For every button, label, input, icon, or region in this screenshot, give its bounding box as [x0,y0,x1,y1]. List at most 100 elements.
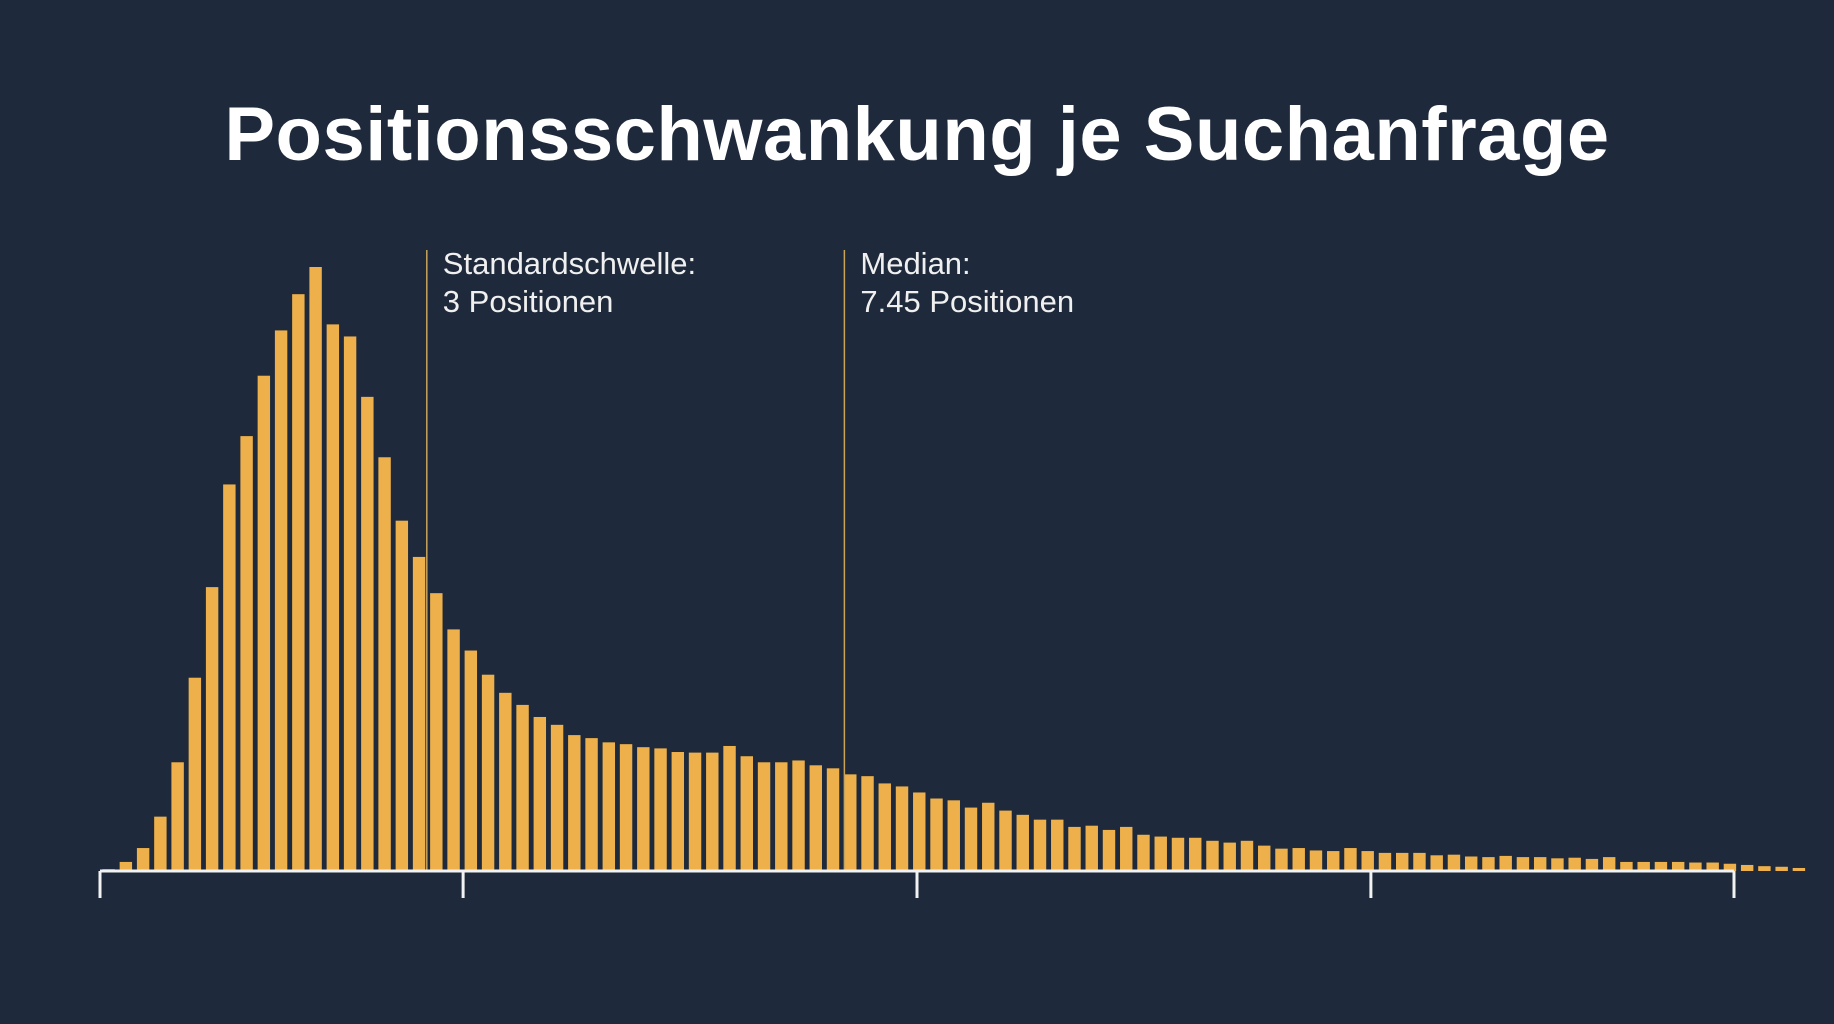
histogram-bar [706,752,719,871]
histogram-bar [1689,862,1702,871]
histogram-bar [223,484,236,871]
histogram-bar [568,735,581,871]
histogram-bar [861,776,874,871]
reference-line-group: Standardschwelle:3 Positionen Median:7.45… [426,246,1074,871]
histogram-bar [499,692,512,871]
histogram-bar [878,783,891,871]
reference-label-title: Median: [860,246,970,281]
histogram-bar [1430,855,1443,871]
histogram-bar [844,774,857,871]
histogram-bar [1033,819,1047,871]
histogram-bar [1240,840,1254,871]
histogram-bar [1292,848,1305,871]
histogram-bar [1516,857,1530,871]
histogram-bar [1309,850,1323,871]
histogram-bar [378,457,391,871]
histogram-bar [361,396,374,871]
histogram-bar [1413,852,1426,871]
histogram-bar [1258,845,1271,871]
bar-group [102,267,1806,872]
reference-label-value: 7.45 Positionen [860,284,1074,319]
histogram-bar [1723,863,1737,871]
histogram-bar [1464,856,1478,871]
histogram-bar [550,724,564,871]
histogram-bar [1499,855,1512,871]
histogram-bar [1085,825,1098,871]
histogram-bar [533,716,547,871]
histogram-bar [1206,840,1219,871]
histogram-bar [1602,857,1616,871]
histogram-bar [430,593,443,871]
histogram-bar [792,760,805,871]
histogram-bar [826,768,840,871]
histogram-bar [188,677,202,871]
histogram-bar [671,752,685,871]
histogram-bar [740,756,753,871]
histogram-bar [619,744,633,871]
histogram-bar [1671,861,1685,871]
histogram-bar [136,848,150,871]
histogram-bar [309,267,322,871]
histogram-bar [999,810,1012,871]
histogram-bar [171,762,184,871]
histogram-bar [292,294,305,871]
histogram-bar [119,861,133,871]
histogram-bar [257,375,271,871]
chart-title: Positionsschwankung je Suchanfrage [224,92,1610,177]
histogram-bar [447,629,460,871]
histogram-bar [395,520,409,871]
histogram-bar [1775,866,1788,871]
histogram-bar [481,674,495,871]
histogram-bar [1275,848,1288,871]
histogram-bar [688,752,702,871]
histogram-bar [1327,851,1340,871]
histogram-bar [1361,851,1374,871]
histogram-bar [1482,857,1495,871]
histogram-bar [775,762,788,871]
histogram-bar [809,765,822,871]
histogram-bar [757,762,771,871]
histogram-bar [1585,858,1599,871]
histogram-bar [1344,848,1357,871]
histogram-bar [1568,857,1581,871]
histogram-bar [343,336,357,872]
histogram-bar [1637,861,1650,871]
histogram-bar [982,802,995,871]
histogram-bar [154,816,167,871]
histogram-bar [1171,837,1185,871]
histogram-bar [1533,857,1547,871]
histogram-bar [1620,861,1633,871]
histogram-bar [964,807,978,871]
histogram-bar [1378,852,1392,871]
histogram-bar [1654,861,1668,871]
histogram-bar [1051,819,1064,871]
histogram-bar [1102,829,1116,871]
histogram-bar [1792,867,1806,871]
histogram-bar [1758,866,1771,871]
histogram-bar [654,748,667,871]
histogram-bar [602,742,616,871]
histogram-bar [637,747,650,871]
histogram-bar [1154,836,1167,871]
histogram-bar [1189,837,1202,871]
histogram-bar [326,324,340,871]
x-axis [98,869,1736,898]
histogram-bar [1068,826,1081,871]
histogram-bar [1016,814,1029,871]
reference-label-title: Standardschwelle: [443,246,696,281]
histogram-bar [895,786,909,871]
histogram-bar [930,798,943,871]
histogram-bar [585,738,598,871]
histogram-bar [1137,834,1150,871]
histogram-bar [1120,826,1133,871]
histogram-bar [240,436,253,871]
histogram-bar [723,745,736,871]
histogram-bar [1447,854,1461,871]
histogram-bar [412,556,426,871]
histogram-bar [516,704,529,871]
histogram-bar [947,800,960,871]
histogram-bar [205,587,219,871]
histogram-bar [1740,864,1754,871]
